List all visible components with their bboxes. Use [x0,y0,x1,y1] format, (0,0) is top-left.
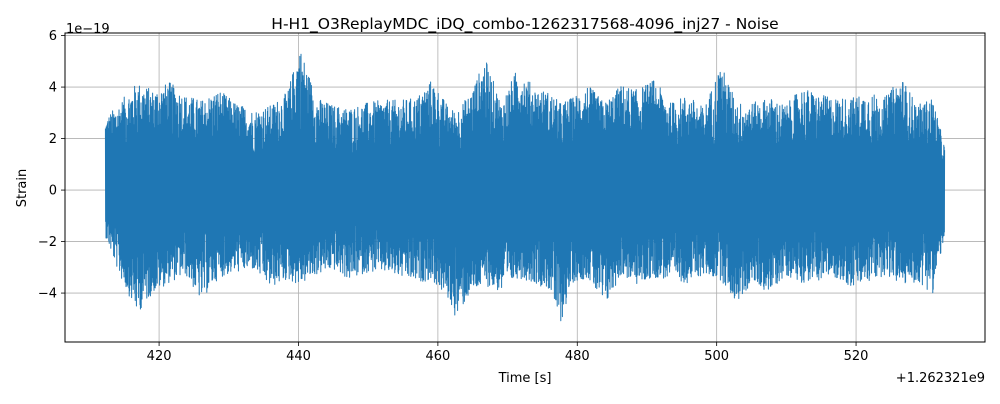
x-tick-label: 500 [704,349,729,364]
y-tick-label: 2 [49,132,57,147]
x-tick-label: 460 [425,349,450,364]
axis-ticks: 420 440 460 480 500 520 −4 −2 0 2 4 6 [38,29,869,364]
data-series [104,53,946,322]
chart-title: H-H1_O3ReplayMDC_iDQ_combo-1262317568-40… [271,15,778,34]
x-tick-label: 520 [844,349,869,364]
x-tick-label: 440 [286,349,311,364]
x-offset-label: +1.262321e9 [896,371,985,386]
y-axis-label: Strain [15,169,30,208]
y-tick-label: −4 [38,287,57,302]
x-axis-label: Time [s] [498,371,552,386]
y-tick-label: 6 [49,29,57,44]
x-tick-label: 480 [565,349,590,364]
x-tick-label: 420 [147,349,172,364]
y-exponent-label: 1e−19 [66,22,110,37]
noise-series-line [104,53,946,322]
y-tick-label: 0 [49,184,57,199]
y-tick-label: 4 [49,81,57,96]
y-tick-label: −2 [38,235,57,250]
plot-frame [64,32,986,343]
